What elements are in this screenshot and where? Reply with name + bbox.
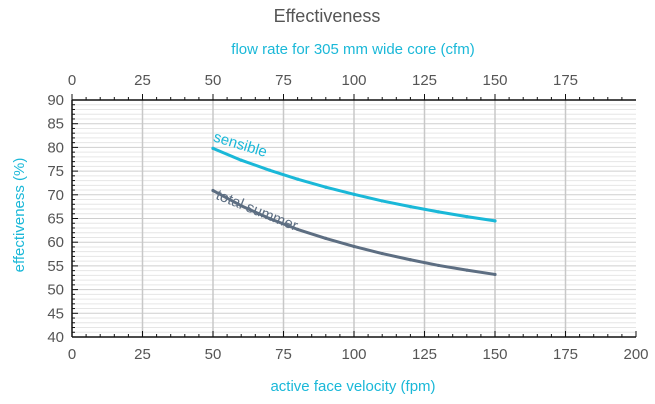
x2-tick-label: 0	[68, 72, 76, 89]
data-point	[408, 258, 412, 262]
x2-tick-label: 25	[134, 72, 151, 89]
x-tick-label: 125	[412, 346, 437, 363]
series-1	[211, 188, 497, 277]
grid	[72, 100, 636, 337]
data-point	[211, 188, 215, 193]
chart-title: Effectiveness	[274, 6, 381, 26]
data-point	[296, 227, 300, 232]
axes	[71, 94, 637, 338]
series-lines	[211, 146, 497, 277]
data-point	[493, 272, 497, 277]
y-axis-label: effectiveness (%)	[11, 158, 28, 273]
data-point	[352, 244, 356, 249]
y-tick-label: 70	[47, 187, 64, 204]
x2-tick-label: 125	[412, 72, 437, 89]
series-0	[211, 146, 497, 223]
data-point	[380, 251, 384, 256]
data-point	[267, 168, 271, 172]
x2-tick-label: 175	[553, 72, 578, 89]
y-tick-label: 55	[47, 258, 64, 275]
y-tick-label: 90	[47, 92, 64, 109]
x2-tick-label: 75	[275, 72, 292, 89]
data-point	[239, 204, 243, 208]
x2-tick-label: 150	[482, 72, 507, 89]
data-point	[465, 215, 469, 219]
x-tick-label: 200	[623, 346, 648, 363]
data-point	[211, 146, 215, 150]
tick-labels: 0 25 50 75 100 125 150 175 200 0 25 50 75 100 125 150 17…	[47, 72, 648, 363]
x-tick-label: 0	[68, 346, 76, 363]
x2-tick-label: 100	[341, 72, 366, 89]
x-axis-label: active face velocity (fpm)	[270, 378, 435, 395]
data-point	[352, 192, 356, 196]
y-tick-label: 85	[47, 116, 64, 133]
y-tick-label: 40	[47, 329, 64, 346]
y-tick-label: 75	[47, 163, 64, 180]
data-point	[465, 268, 469, 272]
x-tick-label: 50	[205, 346, 222, 363]
x-tick-label: 75	[275, 346, 292, 363]
x-tick-label: 100	[341, 346, 366, 363]
y-tick-label: 65	[47, 211, 64, 228]
data-point	[437, 210, 441, 214]
data-point	[296, 177, 300, 181]
x2-tick-label: 50	[205, 72, 222, 89]
data-point	[324, 185, 328, 189]
x-tick-label: 25	[134, 346, 151, 363]
x-tick-label: 175	[553, 346, 578, 363]
y-tick-label: 80	[47, 139, 64, 156]
data-point	[493, 219, 497, 223]
data-point	[267, 216, 271, 221]
data-point	[437, 263, 441, 268]
x2-axis-label: flow rate for 305 mm wide core (cfm)	[231, 41, 474, 58]
data-point	[408, 205, 412, 209]
data-point	[380, 199, 384, 203]
data-point	[324, 236, 328, 241]
y-tick-label: 50	[47, 282, 64, 299]
y-tick-label: 60	[47, 234, 64, 251]
data-point	[239, 158, 243, 162]
y-tick-label: 45	[47, 305, 64, 322]
x-tick-label: 150	[482, 346, 507, 363]
